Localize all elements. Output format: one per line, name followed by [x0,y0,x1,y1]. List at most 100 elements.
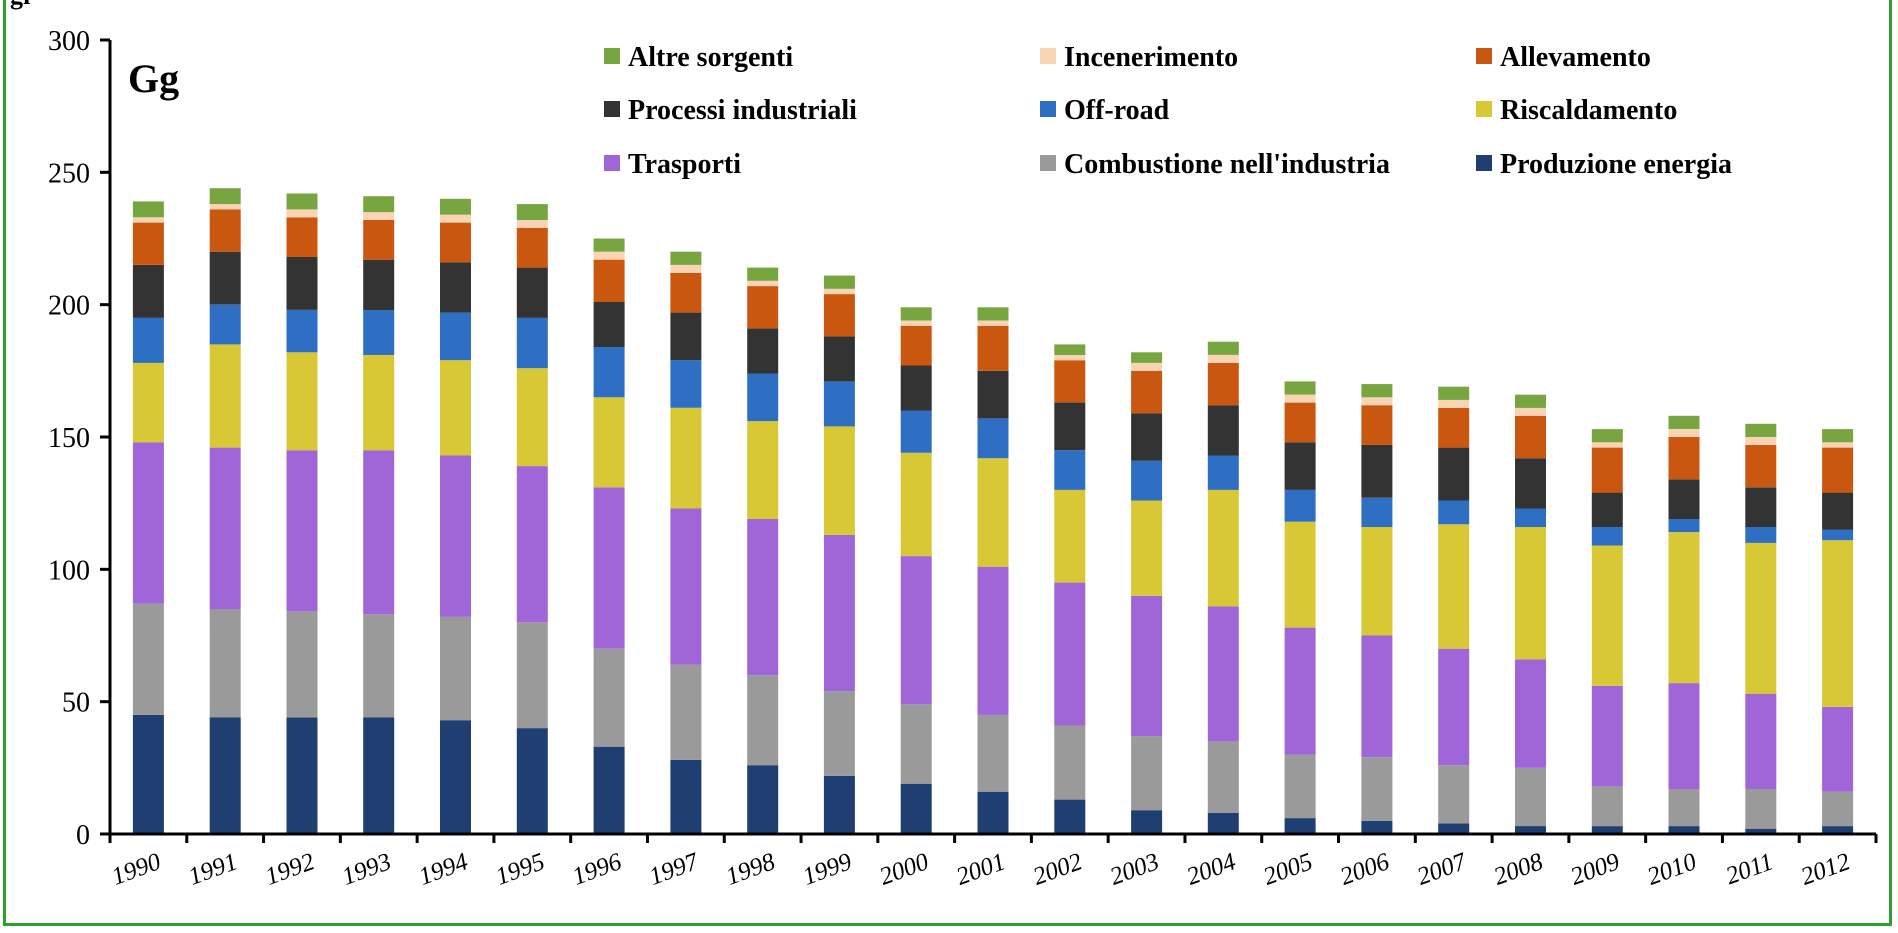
bar-segment-allevamento-2011 [1745,444,1777,488]
bar-segment-trasporti-2000 [900,556,932,705]
bar-segment-produzione-energia-2009 [1591,826,1623,834]
bar-segment-incenerimento-2006 [1361,397,1393,406]
bar-segment-allevamento-2002 [1054,360,1086,403]
bar-segment-combustione-nell-industria-2011 [1745,789,1777,829]
bar-segment-processi-industriali-1998 [747,328,779,374]
bar-segment-altre-sorgenti-2006 [1361,384,1393,398]
bar-segment-allevamento-1998 [747,286,779,329]
bar-segment-trasporti-2008 [1515,659,1546,768]
bar-segment-combustione-nell-industria-1993 [363,614,395,718]
bar-segment-incenerimento-1999 [823,288,855,295]
bar-segment-riscaldamento-2009 [1591,545,1623,686]
bar-segment-incenerimento-2005 [1284,394,1316,403]
bar-segment-riscaldamento-1997 [670,407,702,509]
bar-segment-processi-industriali-2010 [1668,479,1700,519]
legend-label-riscaldamento: Riscaldamento [1500,95,1677,126]
x-tick-label-2004: 2004 [1183,848,1239,890]
x-tick-label-1993: 1993 [339,848,395,890]
legend-swatch-off-road [1040,101,1056,117]
bar-segment-off-road-1994 [440,312,471,361]
x-tick-label-2008: 2008 [1490,848,1547,891]
bar-segment-off-road-2010 [1668,519,1700,533]
bar-segment-altre-sorgenti-2002 [1054,344,1086,355]
bar-segment-processi-industriali-2009 [1591,492,1623,527]
x-tick-label-1990: 1990 [108,848,165,891]
bar-segment-off-road-1992 [286,310,318,353]
bar-segment-incenerimento-1994 [440,214,471,223]
y-tick-label-0: 0 [76,820,90,851]
bar-segment-riscaldamento-1994 [440,360,471,456]
bar-segment-trasporti-2003 [1131,595,1163,737]
legend-swatch-incenerimento [1040,48,1056,64]
bar-segment-produzione-energia-2007 [1438,823,1470,834]
bar-segment-combustione-nell-industria-2004 [1207,741,1239,813]
bar-segment-allevamento-1995 [516,227,548,268]
bar-segment-altre-sorgenti-2003 [1131,352,1163,363]
bar-segment-altre-sorgenti-2004 [1207,341,1239,355]
y-tick-label-300: 300 [48,26,90,57]
bar-segment-combustione-nell-industria-1992 [286,611,318,718]
bar-segment-trasporti-2009 [1591,685,1623,787]
bar-segment-off-road-1999 [823,381,855,427]
bar-segment-incenerimento-2009 [1591,442,1623,448]
bar-segment-processi-industriali-1996 [593,302,625,347]
bar-segment-produzione-energia-2008 [1515,826,1546,834]
x-tick-label-1991: 1991 [185,848,241,890]
bars-layer [132,188,1854,834]
legend-swatch-combustione-nell-industria [1040,155,1056,171]
bar-segment-produzione-energia-2002 [1054,799,1086,834]
bar-segment-produzione-energia-1997 [670,759,702,834]
bar-segment-altre-sorgenti-1996 [593,238,625,252]
bar-segment-allevamento-2005 [1284,402,1316,443]
bar-segment-processi-industriali-1997 [670,312,702,361]
x-tick-label-1992: 1992 [262,848,318,890]
bar-segment-trasporti-2004 [1207,606,1239,742]
bar-segment-combustione-nell-industria-2010 [1668,789,1700,827]
bar-segment-combustione-nell-industria-1995 [516,622,548,729]
bar-segment-allevamento-1992 [286,217,318,257]
bar-segment-combustione-nell-industria-1999 [823,691,855,776]
bar-segment-incenerimento-1991 [209,204,241,210]
bar-segment-riscaldamento-1991 [209,344,241,448]
bar-segment-riscaldamento-2001 [977,458,1009,567]
chart-frame [3,0,1892,926]
x-tick-label-1994: 1994 [415,848,471,890]
x-tick-label-1999: 1999 [799,848,856,891]
bar-segment-trasporti-1993 [363,450,395,615]
bar-segment-incenerimento-1995 [516,220,548,228]
bar-segment-off-road-2006 [1361,497,1393,527]
bar-segment-riscaldamento-1993 [363,355,395,451]
bar-segment-allevamento-1994 [440,222,471,263]
x-tick-label-2005: 2005 [1260,848,1316,890]
legend-swatch-riscaldamento [1476,101,1492,117]
bar-segment-produzione-energia-1992 [286,717,318,834]
bar-segment-altre-sorgenti-1998 [747,267,779,281]
bar-segment-altre-sorgenti-2009 [1591,429,1623,443]
bar-segment-produzione-energia-1990 [132,714,164,834]
bar-segment-altre-sorgenti-1990 [132,201,164,218]
bar-segment-altre-sorgenti-2007 [1438,386,1470,400]
bar-segment-allevamento-2000 [900,325,932,366]
bar-segment-produzione-energia-2011 [1745,828,1777,834]
bar-segment-produzione-energia-1995 [516,728,548,834]
bar-segment-incenerimento-2000 [900,320,932,326]
bar-segment-riscaldamento-2000 [900,452,932,557]
bar-segment-riscaldamento-1996 [593,397,625,488]
bar-segment-incenerimento-1998 [747,280,779,287]
bar-segment-incenerimento-2011 [1745,437,1777,445]
bar-segment-allevamento-2012 [1822,447,1854,493]
y-tick-label-50: 50 [62,688,90,719]
bar-segment-produzione-energia-2010 [1668,826,1700,834]
bar-segment-allevamento-2010 [1668,437,1700,480]
x-tick-label-1998: 1998 [722,848,779,891]
bar-segment-processi-industriali-1993 [363,259,395,310]
bar-segment-processi-industriali-1994 [440,262,471,313]
bar-segment-riscaldamento-2007 [1438,524,1470,649]
bar-segment-trasporti-2010 [1668,683,1700,789]
bar-segment-combustione-nell-industria-1997 [670,664,702,760]
unit-label: Gg [128,56,179,101]
bar-segment-produzione-energia-2000 [900,783,932,834]
bar-segment-combustione-nell-industria-2003 [1131,736,1163,811]
bar-segment-processi-industriali-2003 [1131,413,1163,461]
